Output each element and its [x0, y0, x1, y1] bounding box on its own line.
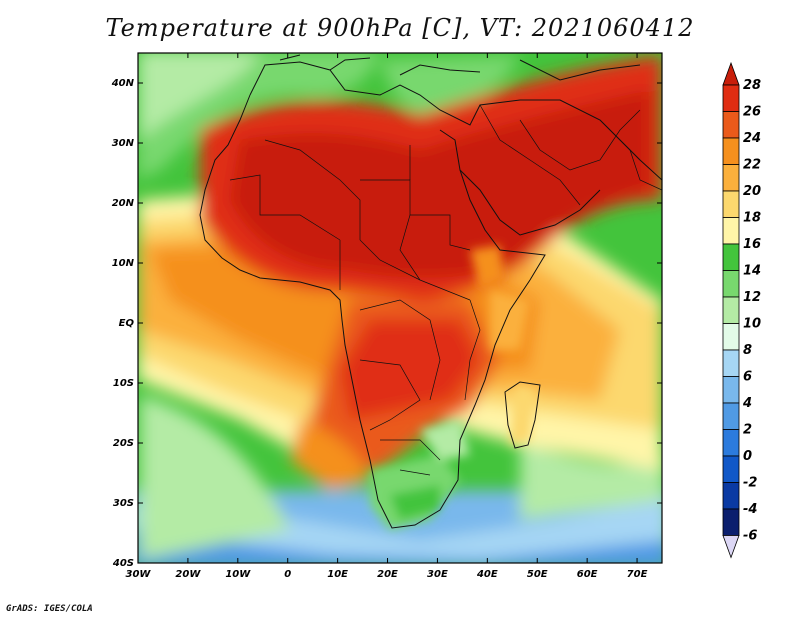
colorbar-swatch	[722, 349, 740, 377]
colorbar-swatch	[722, 243, 740, 271]
colorbar-label: 8	[743, 343, 752, 358]
colorbar-swatch	[722, 402, 740, 430]
lat-tick-label: 30N	[112, 138, 135, 149]
lon-tick-label: 60E	[577, 569, 598, 580]
latitude-axis: 40S 30S 20S 10S EQ 10N 20N 30N 40N	[111, 78, 662, 569]
colorbar-label: 6	[743, 370, 752, 385]
colorbar-bottom-triangle	[722, 535, 740, 559]
colorbar-swatch	[722, 84, 740, 112]
colorbar-label: -6	[743, 529, 757, 544]
colorbar-swatch	[722, 376, 740, 404]
colorbar-label: 4	[742, 396, 752, 411]
colorbar-label: 10	[743, 317, 761, 332]
colorbar-label: 18	[743, 211, 761, 226]
colorbar-label: 20	[743, 184, 761, 199]
lon-tick-label: 40E	[476, 569, 498, 580]
lon-tick-label: 0	[284, 569, 291, 580]
colorbar-label: 22	[743, 158, 761, 173]
lat-tick-label: 20N	[112, 198, 135, 209]
lon-tick-label: 10W	[225, 569, 251, 580]
lon-tick-label: 20W	[175, 569, 201, 580]
lat-tick-label: 20S	[113, 438, 134, 449]
temperature-field	[138, 53, 662, 563]
lat-tick-label: 10S	[113, 378, 134, 389]
lat-tick-label: EQ	[119, 318, 135, 329]
colorbar-swatch	[722, 111, 740, 139]
colorbar-swatch	[722, 296, 740, 324]
lat-tick-label: 40S	[112, 558, 134, 569]
lat-tick-label: 30S	[113, 498, 134, 509]
colorbar-swatch	[722, 270, 740, 298]
colorbar-swatch	[722, 455, 740, 483]
map-title: Temperature at 900hPa [C], VT: 202106041…	[105, 14, 695, 42]
colorbar-label: -4	[743, 502, 757, 517]
lon-tick-label: 30E	[427, 569, 448, 580]
grads-credit: GrADS: IGES/COLA	[6, 604, 93, 614]
lon-tick-label: 10E	[327, 569, 348, 580]
colorbar-swatch	[722, 137, 740, 165]
lon-tick-label: 20E	[377, 569, 398, 580]
colorbar-swatch	[722, 190, 740, 218]
colorbar-label: 28	[743, 78, 761, 93]
colorbar-swatch	[722, 164, 740, 192]
colorbar-label: 2	[743, 423, 752, 438]
colorbar-swatch	[722, 217, 740, 245]
lon-tick-label: 70E	[627, 569, 648, 580]
country-borders	[229, 104, 662, 476]
coastlines	[199, 54, 662, 529]
colorbar-label: 16	[743, 237, 761, 252]
lat-tick-label: 10N	[112, 258, 135, 269]
plot-frame	[137, 52, 663, 564]
colorbar-label: -2	[743, 476, 757, 491]
colorbar-swatch	[722, 323, 740, 351]
lon-tick-label: 30W	[126, 569, 152, 580]
colorbar-top-triangle	[722, 61, 740, 86]
colorbar-label: 14	[743, 264, 761, 279]
colorbar-label: 0	[743, 449, 752, 464]
colorbar-label: 24	[743, 131, 761, 146]
colorbar-swatch	[722, 482, 740, 510]
lon-tick-label: 50E	[527, 569, 548, 580]
colorbar-label: 12	[743, 290, 761, 305]
colorbar-swatch	[722, 508, 740, 536]
longitude-axis: 30W 20W 10W 0 10E 20E 30E 40E 50E 60E 70E	[126, 53, 648, 580]
lat-tick-label: 40N	[111, 78, 135, 89]
colorbar-swatch	[722, 429, 740, 457]
colorbar-label: 26	[743, 105, 761, 120]
